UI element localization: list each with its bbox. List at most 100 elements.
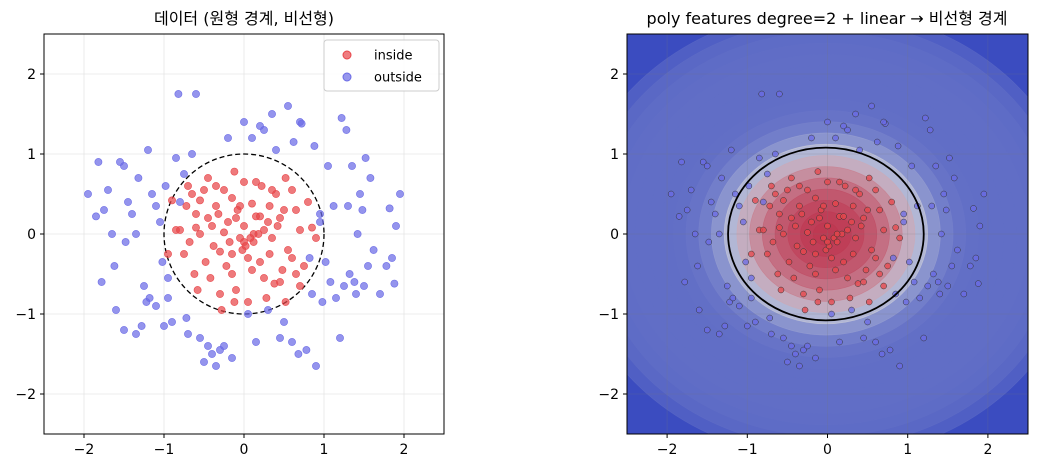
scatter-point-outside [699, 158, 707, 166]
scatter-point-outside [694, 262, 701, 270]
scatter-point-inside [790, 274, 798, 282]
scatter-point-outside [220, 342, 228, 350]
scatter-point-outside [176, 198, 184, 206]
x-tick-label: −1 [154, 442, 175, 458]
scatter-point-inside [281, 174, 290, 182]
scatter-point-outside [308, 290, 316, 298]
scatter-point-outside [678, 158, 685, 166]
scatter-point-outside [124, 198, 132, 206]
scatter-point-outside [310, 142, 319, 150]
scatter-point-outside [396, 190, 404, 198]
scatter-point-inside [768, 182, 775, 190]
scatter-point-outside [288, 338, 296, 346]
scatter-point-outside [260, 126, 268, 134]
scatter-point-outside [796, 362, 803, 370]
learned-decision-boundary [727, 146, 925, 322]
scatter-point-outside [108, 230, 116, 238]
scatter-point-inside [209, 242, 218, 250]
scatter-point-inside [824, 178, 831, 186]
scatter-point-inside [214, 210, 223, 218]
scatter-point-outside [916, 294, 923, 302]
scatter-point-outside [224, 134, 232, 142]
scatter-point-inside [801, 306, 809, 314]
scatter-point-inside [872, 186, 879, 194]
scatter-point-inside [232, 286, 240, 294]
scatter-point-outside [760, 198, 767, 206]
y-tick-label: −1 [15, 307, 36, 323]
scatter-point-outside [740, 218, 747, 226]
scatter-point-outside [312, 362, 320, 370]
scatter-point-outside [184, 330, 192, 338]
scatter-point-outside [348, 162, 356, 170]
scatter-point-outside [784, 358, 791, 366]
scatter-point-inside [292, 270, 300, 278]
scatter-point-inside [276, 214, 284, 222]
scatter-point-inside [256, 258, 264, 266]
scatter-point-outside [872, 338, 879, 346]
scatter-point-inside [844, 274, 851, 282]
x-tick-label: 2 [400, 442, 409, 458]
scatter-point-inside [216, 290, 224, 298]
scatter-point-inside [766, 202, 774, 210]
scatter-point-inside [772, 190, 779, 198]
chart-right-decision-boundary [727, 146, 925, 322]
scatter-point-outside [302, 346, 311, 354]
scatter-point-outside [776, 90, 783, 98]
scatter-point-inside [249, 238, 258, 246]
scatter-point-outside [748, 294, 755, 302]
scatter-point-outside [900, 218, 907, 226]
scatter-point-inside [876, 206, 883, 214]
scatter-point-outside [97, 278, 106, 286]
legend-label-inside: inside [374, 49, 413, 64]
scatter-point-outside [703, 162, 711, 170]
scatter-point-inside [788, 174, 795, 182]
scatter-point-outside [860, 334, 867, 342]
scatter-point-inside [196, 230, 204, 238]
scatter-point-inside [769, 238, 777, 246]
scatter-point-outside [160, 322, 168, 330]
scatter-point-outside [864, 318, 871, 326]
x-tick-label: 1 [903, 442, 912, 458]
scatter-point-inside [764, 250, 771, 258]
scatter-point-outside [280, 318, 288, 326]
scatter-point-outside [721, 322, 729, 330]
scatter-point-inside [220, 228, 228, 237]
scatter-point-inside [196, 196, 204, 205]
scatter-point-outside [736, 302, 743, 310]
scatter-point-inside [224, 218, 232, 226]
scatter-point-inside [760, 226, 767, 234]
scatter-point-inside [800, 290, 807, 298]
scatter-point-outside [94, 158, 103, 166]
scatter-point-outside [174, 90, 183, 98]
scatter-point-outside [296, 118, 304, 126]
y-tick-label: 0 [610, 227, 619, 243]
scatter-point-inside [796, 202, 803, 210]
y-tick-label: 0 [27, 227, 36, 243]
scatter-point-inside [280, 206, 288, 214]
scatter-point-outside [926, 126, 934, 134]
scatter-point-outside [316, 218, 324, 226]
scatter-point-outside [140, 282, 148, 290]
scatter-point-inside [284, 246, 292, 254]
scatter-point-outside [756, 154, 763, 162]
scatter-point-inside [864, 206, 871, 214]
scatter-point-inside [281, 298, 290, 306]
scatter-point-inside [265, 250, 274, 258]
scatter-point-outside [350, 278, 359, 286]
scatter-point-inside [868, 246, 875, 254]
scatter-point-outside [212, 362, 220, 370]
scatter-point-outside [792, 350, 799, 358]
scatter-point-inside [776, 210, 783, 218]
scatter-point-outside [134, 174, 143, 182]
scatter-point-outside [828, 310, 835, 318]
scatter-point-outside [972, 254, 980, 262]
scatter-point-outside [152, 302, 160, 310]
scatter-point-inside [257, 182, 266, 190]
scatter-point-outside [382, 262, 391, 270]
scatter-point-inside [814, 168, 822, 175]
scatter-point-outside [361, 154, 370, 162]
scatter-point-outside [683, 206, 691, 214]
scatter-point-inside [816, 286, 823, 294]
scatter-point-outside [388, 254, 396, 262]
